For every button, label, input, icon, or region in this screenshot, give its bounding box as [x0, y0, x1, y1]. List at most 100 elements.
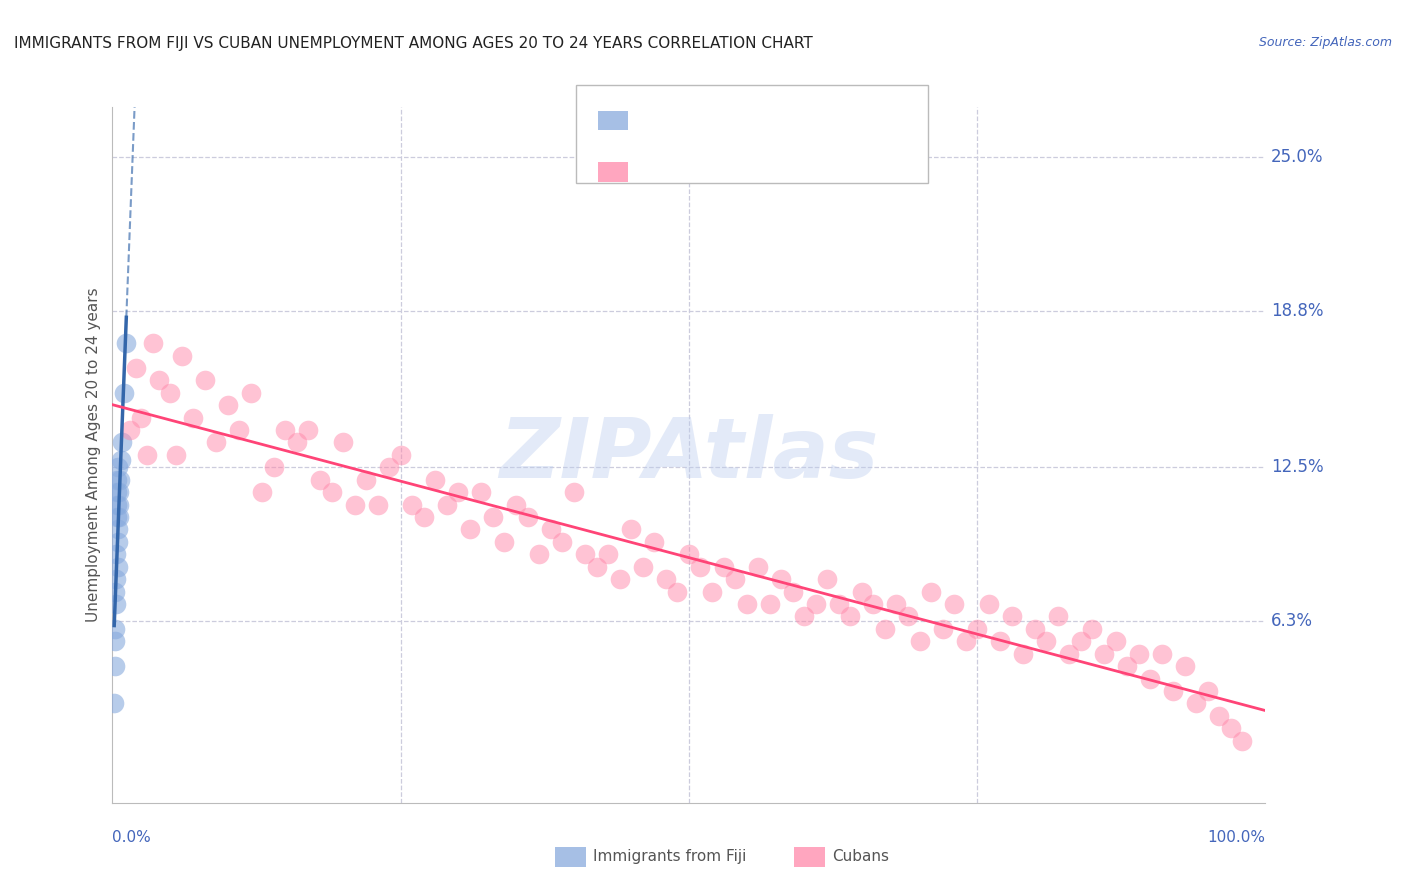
Point	[966, 622, 988, 636]
Point	[105, 485, 128, 500]
Point	[598, 547, 620, 561]
Point	[148, 373, 170, 387]
Point	[165, 448, 187, 462]
Text: ZIPAtlas: ZIPAtlas	[499, 415, 879, 495]
Point	[678, 547, 700, 561]
Point	[252, 485, 274, 500]
Point	[873, 622, 896, 636]
Point	[1024, 622, 1046, 636]
Point	[1232, 733, 1254, 747]
Point	[574, 547, 596, 561]
Point	[516, 510, 538, 524]
Point	[285, 435, 308, 450]
Point	[118, 423, 141, 437]
Point	[354, 473, 377, 487]
Text: 12.5%: 12.5%	[1271, 458, 1324, 476]
Point	[1128, 647, 1150, 661]
Point	[482, 510, 505, 524]
Point	[105, 547, 128, 561]
Point	[170, 349, 193, 363]
Point	[988, 634, 1011, 648]
Point	[1185, 697, 1208, 711]
Point	[1104, 634, 1126, 648]
Point	[103, 697, 125, 711]
Point	[862, 597, 884, 611]
Point	[104, 584, 127, 599]
Text: 18.8%: 18.8%	[1271, 301, 1323, 320]
Point	[108, 498, 131, 512]
Point	[107, 523, 129, 537]
Point	[1139, 672, 1161, 686]
Point	[551, 534, 574, 549]
Point	[104, 572, 127, 586]
Text: 0.501: 0.501	[675, 111, 727, 128]
Point	[585, 559, 607, 574]
Text: 101: 101	[766, 162, 801, 180]
Text: Cubans: Cubans	[832, 849, 890, 863]
Point	[977, 597, 1000, 611]
Point	[724, 572, 747, 586]
Point	[540, 523, 562, 537]
Point	[494, 534, 516, 549]
Point	[1046, 609, 1069, 624]
Point	[1012, 647, 1035, 661]
Text: R =: R =	[636, 164, 664, 178]
Point	[1161, 684, 1184, 698]
Point	[609, 572, 631, 586]
Point	[839, 609, 862, 624]
Text: N =: N =	[731, 112, 761, 127]
Point	[142, 336, 165, 351]
Point	[343, 498, 366, 512]
Point	[527, 547, 550, 561]
Point	[804, 597, 827, 611]
Point	[108, 485, 131, 500]
Point	[181, 410, 204, 425]
Point	[1059, 647, 1081, 661]
Point	[367, 498, 389, 512]
Point	[104, 597, 127, 611]
Point	[401, 498, 423, 512]
Point	[897, 609, 920, 624]
Point	[1150, 647, 1173, 661]
Point	[107, 559, 129, 574]
Point	[228, 423, 250, 437]
Point	[758, 597, 780, 611]
Point	[643, 534, 665, 549]
Text: N =: N =	[731, 164, 761, 178]
Point	[136, 448, 159, 462]
Point	[115, 336, 138, 351]
Point	[1116, 659, 1139, 673]
Point	[1174, 659, 1197, 673]
Point	[735, 597, 758, 611]
Point	[107, 534, 129, 549]
Point	[470, 485, 492, 500]
Y-axis label: Unemployment Among Ages 20 to 24 years: Unemployment Among Ages 20 to 24 years	[86, 287, 101, 623]
Point	[436, 498, 458, 512]
Text: Source: ZipAtlas.com: Source: ZipAtlas.com	[1258, 36, 1392, 49]
Point	[920, 584, 942, 599]
Point	[104, 634, 127, 648]
Text: IMMIGRANTS FROM FIJI VS CUBAN UNEMPLOYMENT AMONG AGES 20 TO 24 YEARS CORRELATION: IMMIGRANTS FROM FIJI VS CUBAN UNEMPLOYME…	[14, 36, 813, 51]
Point	[1197, 684, 1219, 698]
Point	[425, 473, 447, 487]
Point	[124, 360, 146, 375]
Point	[1035, 634, 1057, 648]
Point	[1070, 634, 1092, 648]
Text: Immigrants from Fiji: Immigrants from Fiji	[593, 849, 747, 863]
Point	[886, 597, 908, 611]
Point	[332, 435, 354, 450]
Point	[782, 584, 804, 599]
Point	[111, 435, 134, 450]
Point	[159, 385, 181, 400]
Point	[620, 523, 643, 537]
Point	[1081, 622, 1104, 636]
Point	[908, 634, 931, 648]
Point	[828, 597, 851, 611]
Point	[110, 453, 132, 467]
Point	[108, 510, 131, 524]
Text: 24: 24	[766, 111, 790, 128]
Point	[1092, 647, 1115, 661]
Point	[129, 410, 153, 425]
Point	[217, 398, 239, 412]
Point	[107, 460, 129, 475]
